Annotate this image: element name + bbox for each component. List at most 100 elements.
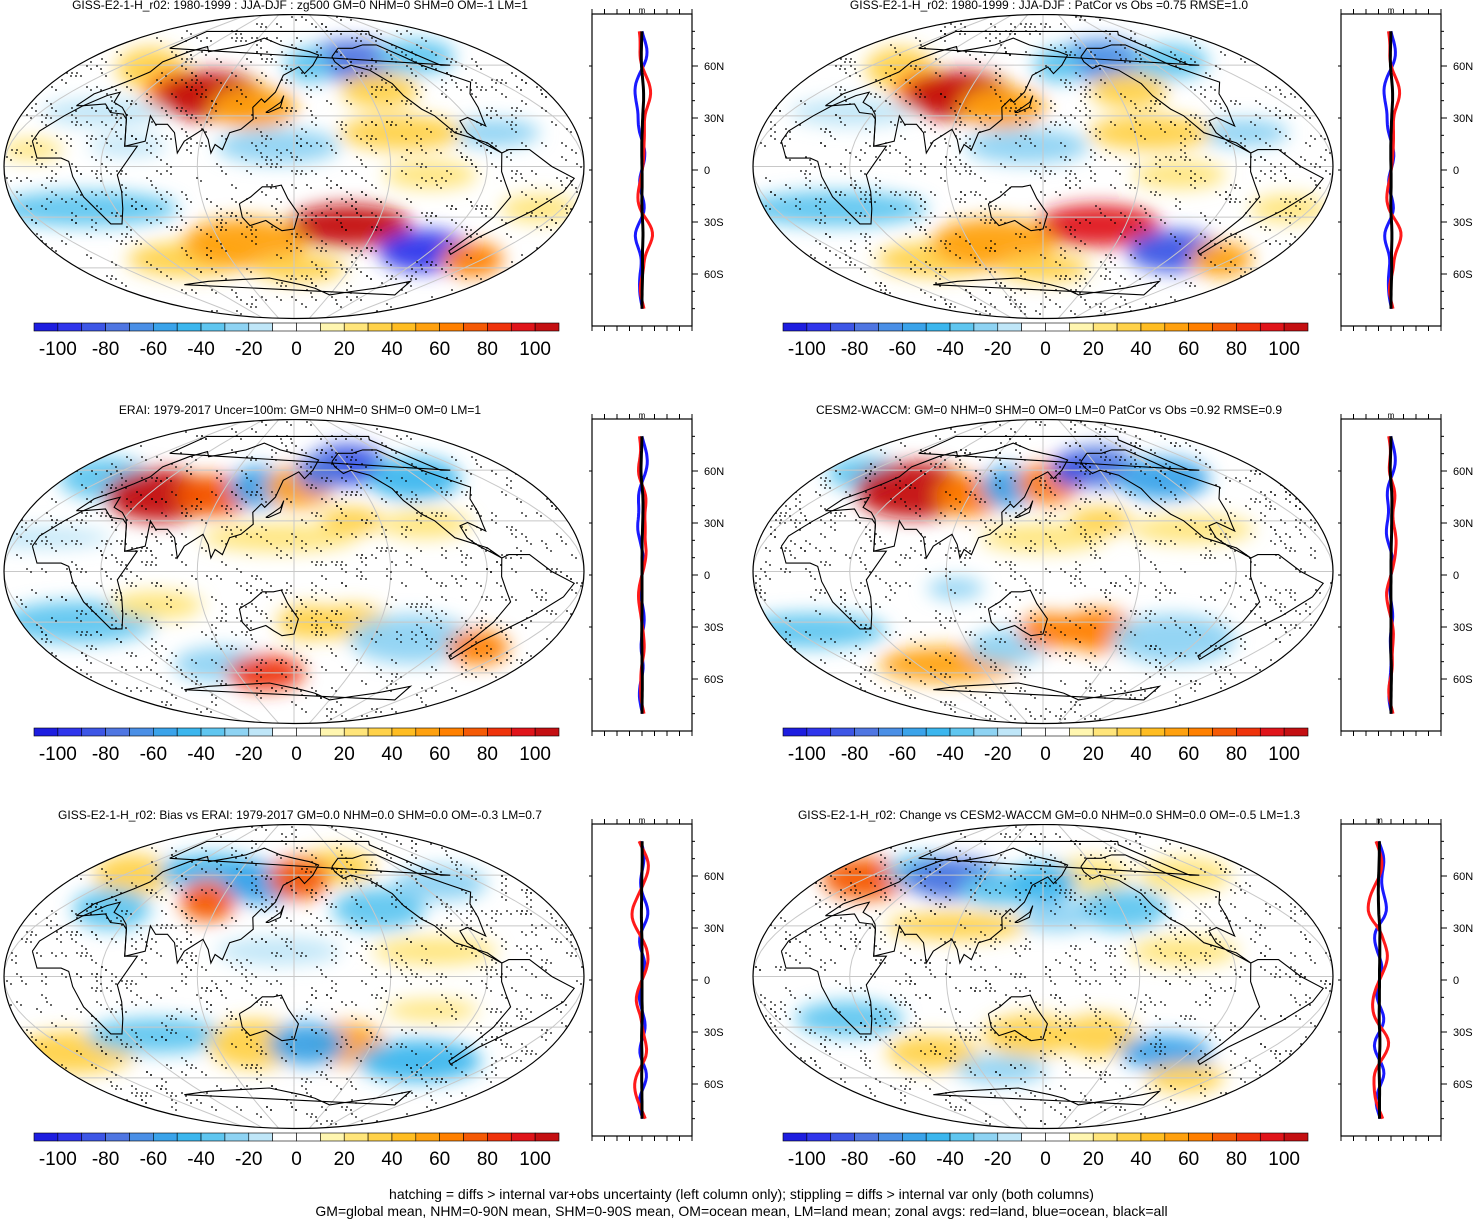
anomaly-blob [1130, 937, 1239, 965]
colorbar-swatch [344, 323, 368, 331]
colorbar-label: 0 [1040, 339, 1051, 360]
colorbar-label: -20 [984, 1149, 1011, 1170]
colorbar-swatch [416, 728, 440, 736]
colorbar-label: -40 [187, 744, 214, 765]
colorbar-label: 20 [334, 339, 355, 360]
colorbar-swatch [974, 323, 998, 331]
colorbar-swatch [297, 323, 321, 331]
colorbar-swatch [297, 1133, 321, 1141]
colorbar-swatch [273, 728, 297, 736]
anomaly-blob [385, 1000, 478, 1021]
colorbar-label: 80 [477, 1149, 498, 1170]
latitude-label: 30N [1453, 518, 1473, 530]
colorbar-swatch [1236, 1133, 1260, 1141]
colorbar-swatch [487, 323, 511, 331]
colorbar-label: -100 [39, 1149, 77, 1170]
colorbar-label: -40 [936, 339, 963, 360]
colorbar-swatch [58, 728, 82, 736]
zonal-profile-all [1390, 436, 1392, 713]
anomaly-blob [41, 98, 165, 126]
colorbar-swatch [320, 728, 344, 736]
latitude-label: 60S [704, 1079, 724, 1091]
footer-note-hatching: hatching = diffs > internal var+obs unce… [0, 1186, 1483, 1202]
colorbar-swatch [1022, 323, 1046, 331]
colorbar-swatch [878, 728, 902, 736]
colorbar-label: 0 [1040, 744, 1051, 765]
colorbar-swatch [1260, 323, 1284, 331]
anomaly-blob [357, 1040, 481, 1082]
colorbar-label: 100 [519, 744, 551, 765]
anomaly-blob [928, 578, 984, 599]
colorbar-label: -60 [889, 744, 916, 765]
colorbar-label: -40 [187, 1149, 214, 1170]
zonal-profile-all [641, 436, 643, 713]
latitude-label: 0 [704, 165, 710, 177]
colorbar-label: -20 [984, 339, 1011, 360]
colorbar-swatch [487, 1133, 511, 1141]
panel-title: GISS-E2-1-H_r02: 1980-1999 : JJA-DJF : P… [749, 0, 1349, 12]
colorbar-label: -60 [140, 744, 167, 765]
colorbar-swatch [487, 728, 511, 736]
colorbar-swatch [82, 728, 106, 736]
colorbar-swatch [783, 1133, 807, 1141]
colorbar-swatch [177, 1133, 201, 1141]
colorbar-label: 100 [519, 1149, 551, 1170]
colorbar-swatch [129, 1133, 153, 1141]
colorbar-swatch [225, 323, 249, 331]
colorbar-swatch [1213, 1133, 1237, 1141]
colorbar-swatch [511, 728, 535, 736]
colorbar-swatch [1117, 323, 1141, 331]
anomaly-blob [268, 858, 330, 900]
colorbar-label: 60 [429, 339, 450, 360]
colorbar-swatch [998, 1133, 1022, 1141]
colorbar-swatch [392, 728, 416, 736]
colorbar-swatch [320, 323, 344, 331]
global-map [749, 419, 1337, 730]
colorbar-swatch [878, 323, 902, 331]
map-panel-1: GISS-E2-1-H_r02: 1980-1999 : JJA-DJF : z… [0, 0, 741, 395]
zonal-profile-all [1378, 841, 1380, 1118]
panel-title: GISS-E2-1-H_r02: 1980-1999 : JJA-DJF : z… [0, 0, 600, 12]
latitude-label: 60S [1453, 1079, 1473, 1091]
colorbar-swatch [106, 323, 130, 331]
colorbar-swatch [1046, 323, 1070, 331]
zonal-profile-all [641, 31, 643, 308]
latitude-label: 60N [1453, 871, 1473, 883]
anomaly-blob [965, 129, 1089, 164]
colorbar-swatch [1284, 728, 1308, 736]
colorbar-label: -40 [936, 744, 963, 765]
latitude-label: 60N [1453, 61, 1473, 73]
colorbar-swatch [1284, 1133, 1308, 1141]
colorbar-swatch [950, 323, 974, 331]
colorbar-swatch [807, 728, 831, 736]
colorbar-label: -20 [235, 1149, 262, 1170]
anomaly-blob [339, 115, 463, 150]
colorbar-label: 60 [1178, 744, 1199, 765]
colorbar-swatch [392, 1133, 416, 1141]
anomaly-blob [379, 510, 472, 538]
colorbar-swatch [1117, 728, 1141, 736]
colorbar-swatch [1165, 323, 1189, 331]
colorbar-swatch [831, 1133, 855, 1141]
colorbar-swatch [416, 1133, 440, 1141]
colorbar-label: 20 [334, 744, 355, 765]
colorbar-label: 40 [1130, 339, 1151, 360]
colorbar-label: 80 [1226, 1149, 1247, 1170]
colorbar-swatch [153, 728, 177, 736]
colorbar-swatch [34, 323, 58, 331]
anomaly-blob [955, 1055, 1048, 1083]
colorbar-label: 40 [381, 1149, 402, 1170]
colorbar-swatch [1236, 323, 1260, 331]
global-map [749, 14, 1337, 325]
colorbar-swatch [440, 1133, 464, 1141]
colorbar-label: -40 [936, 1149, 963, 1170]
colorbar-swatch [855, 728, 879, 736]
colorbar-label: 60 [429, 744, 450, 765]
colorbar-label: -20 [984, 744, 1011, 765]
colorbar-label: 80 [1226, 339, 1247, 360]
